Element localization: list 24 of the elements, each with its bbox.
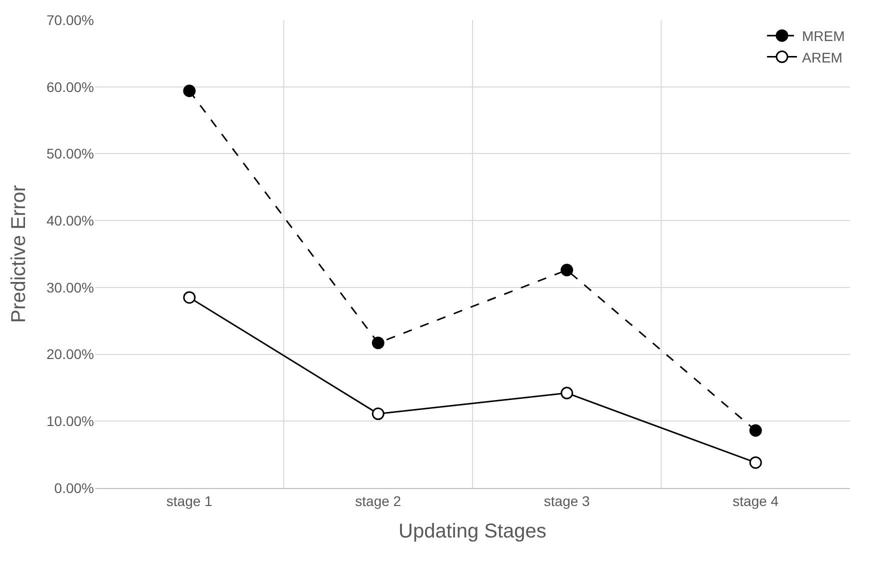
y-axis-title: Predictive Error bbox=[8, 184, 30, 323]
legend-label: AREM bbox=[802, 49, 842, 66]
x-tick-label: stage 2 bbox=[355, 492, 402, 509]
point bbox=[183, 84, 196, 98]
point bbox=[372, 408, 384, 420]
y-tick-label: 60.00% bbox=[46, 78, 94, 95]
y-tick-label: 20.00% bbox=[46, 346, 94, 362]
y-tick-label: 0.00% bbox=[54, 480, 94, 496]
x-tick-label: stage 1 bbox=[166, 492, 213, 509]
point bbox=[560, 264, 574, 276]
y-tick-label: 50.00% bbox=[46, 146, 94, 162]
point bbox=[749, 456, 762, 469]
y-tick-label: 70.00% bbox=[46, 12, 94, 28]
point bbox=[183, 291, 196, 304]
point bbox=[372, 336, 384, 350]
legend-label: MREM bbox=[802, 28, 845, 44]
y-tick-label: 10.00% bbox=[46, 413, 94, 430]
point bbox=[560, 386, 574, 400]
y-tick-label: 30.00% bbox=[46, 279, 94, 296]
point bbox=[749, 424, 762, 437]
y-tick-label: 40.00% bbox=[46, 212, 94, 228]
x-axis-title: Updating Stages bbox=[398, 520, 546, 542]
x-tick-label: stage 3 bbox=[544, 492, 590, 509]
x-tick-label: stage 4 bbox=[732, 492, 779, 509]
